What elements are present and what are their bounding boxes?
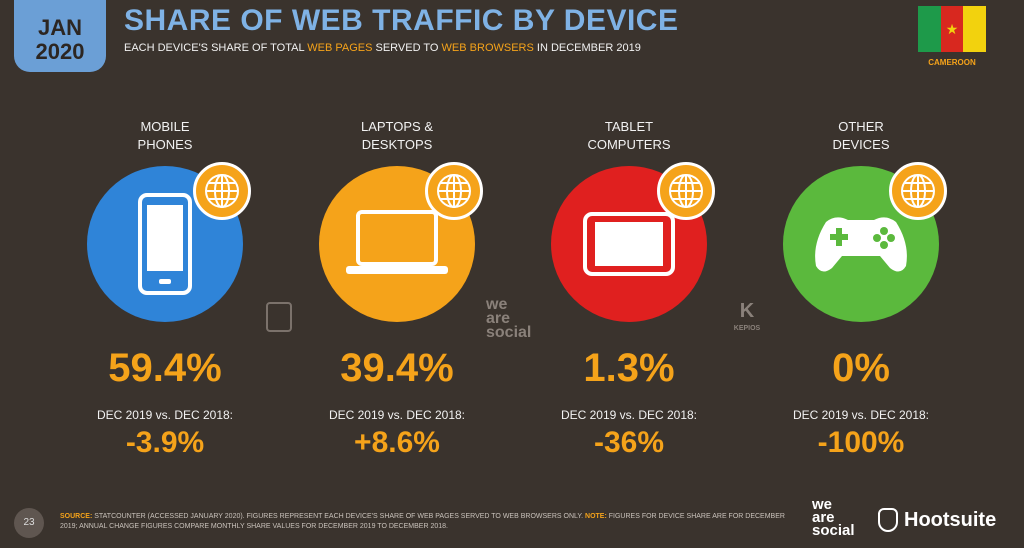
device-label: OTHER DEVICES (832, 119, 890, 152)
device-other: OTHER DEVICES 0% DEC 2019 vs. DEC 2018: … (746, 118, 976, 460)
brand-are: are (812, 509, 835, 526)
laptop-icon (346, 210, 448, 274)
subtitle-highlight-2: WEB BROWSERS (441, 42, 534, 54)
tablet-icon (583, 212, 675, 276)
gamepad-icon (815, 217, 907, 272)
subtitle-highlight-1: WEB PAGES (307, 42, 373, 54)
date-year: 2020 (35, 39, 85, 64)
globe-icon (889, 162, 947, 220)
watermark-are: are (486, 310, 511, 327)
watermark-social: social (486, 324, 532, 341)
source-text: STATCOUNTER (ACCESSED JANUARY 2020). FIG… (92, 513, 586, 520)
globe-icon (193, 162, 251, 220)
compare-label: DEC 2019 vs. DEC 2018: (328, 408, 466, 422)
hootsuite-wordmark: Hootsuite (904, 508, 997, 531)
hootsuite-logo: Hootsuite (878, 508, 996, 532)
date-badge: JAN 2020 (14, 0, 106, 72)
footer-source: SOURCE: STATCOUNTER (ACCESSED JANUARY 20… (60, 512, 800, 532)
globe-icon (657, 162, 715, 220)
change-value: +8.6% (354, 426, 440, 459)
hootsuite-owl-watermark-icon (266, 302, 292, 332)
note-label: NOTE: (585, 513, 607, 520)
globe-icon (425, 162, 483, 220)
owl-icon (878, 508, 898, 532)
compare-label: DEC 2019 vs. DEC 2018: (792, 408, 930, 422)
kepios-logo-icon: K (739, 300, 755, 322)
note-text: FIGURES FOR DEVICE SHARE ARE FOR DECEMBE… (60, 513, 785, 530)
kepios-label: KEPIOS (733, 325, 761, 332)
watermark-we: we (486, 296, 508, 313)
device-tablets: TABLET COMPUTERS 1.3% DEC 2019 vs. DEC 2… (514, 118, 744, 460)
change-value: -36% (593, 426, 665, 459)
subtitle-text-2: SERVED TO (372, 42, 442, 54)
brand-we: we (812, 496, 833, 513)
page-subtitle: EACH DEVICE'S SHARE OF TOTAL WEB PAGES S… (124, 42, 641, 54)
device-mobile: MOBILE PHONES 59.4% DEC 2019 vs. DEC 201… (50, 118, 280, 460)
share-value: 0% (832, 346, 890, 390)
device-circle (87, 162, 251, 322)
brand-social: social (812, 522, 855, 539)
change-value: -3.9% (125, 426, 205, 459)
change-value: -100% (817, 426, 905, 459)
subtitle-text-1: EACH DEVICE'S SHARE OF TOTAL (124, 42, 308, 54)
cameroon-flag-icon: ★ (918, 6, 987, 52)
device-circle (551, 162, 715, 322)
device-circle (319, 162, 483, 322)
device-laptops: LAPTOPS & DESKTOPS 39.4% DEC 2019 vs. DE… (282, 118, 512, 460)
we-are-social-logo: we are social (812, 496, 855, 539)
share-value: 39.4% (340, 346, 454, 390)
page-title: SHARE OF WEB TRAFFIC BY DEVICE (124, 4, 679, 37)
device-label: TABLET COMPUTERS (587, 119, 671, 152)
share-value: 1.3% (583, 346, 675, 390)
share-value: 59.4% (108, 346, 222, 390)
mobile-phone-icon (138, 193, 192, 295)
kepios-watermark: K KEPIOS (732, 300, 762, 336)
compare-label: DEC 2019 vs. DEC 2018: (96, 408, 234, 422)
device-circle (783, 162, 947, 322)
page-number: 23 (14, 508, 44, 538)
device-label: MOBILE PHONES (137, 119, 193, 152)
subtitle-text-3: IN DECEMBER 2019 (533, 42, 641, 54)
we-are-social-watermark: we are social (486, 296, 532, 341)
compare-label: DEC 2019 vs. DEC 2018: (560, 408, 698, 422)
source-label: SOURCE: (60, 513, 93, 520)
device-label: LAPTOPS & DESKTOPS (360, 119, 433, 152)
country-label: CAMEROON (928, 58, 976, 67)
date-month: JAN (37, 15, 82, 40)
